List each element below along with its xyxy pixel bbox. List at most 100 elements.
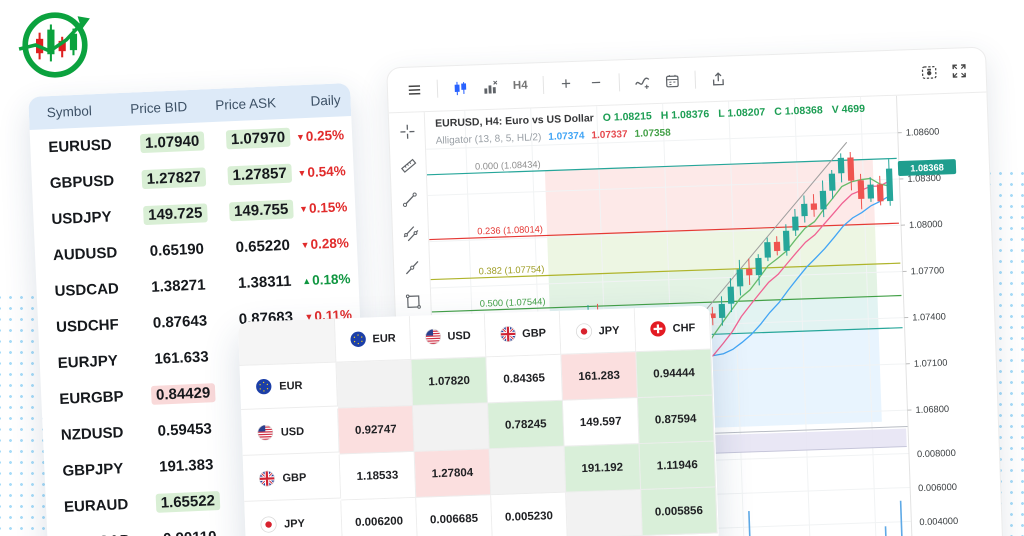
symbol-label: AUDCAD — [55, 531, 134, 536]
svg-text:0.006000: 0.006000 — [918, 482, 957, 493]
currency-code: GBP — [521, 326, 547, 340]
matrix-row-header-eur: EUR — [239, 362, 339, 410]
arrow-down-icon: ▼ — [300, 239, 310, 250]
svg-text:0.500 (1.07544): 0.500 (1.07544) — [480, 296, 546, 308]
share-button[interactable] — [704, 65, 732, 93]
svg-text:0.382 (1.07754): 0.382 (1.07754) — [479, 264, 545, 276]
trendline-tool[interactable] — [397, 187, 422, 212]
logo-candles — [36, 24, 78, 62]
currency-code: USD — [280, 425, 305, 439]
matrix-cell-usd-eur[interactable]: 0.92747 — [338, 405, 415, 455]
matrix-cell-jpy-jpy — [566, 490, 643, 536]
screenshot-button[interactable] — [915, 58, 943, 86]
trendline-icon — [402, 192, 417, 208]
daily-change: ▲0.18% — [302, 270, 351, 288]
svg-text:1.07700: 1.07700 — [910, 265, 944, 276]
objects-button[interactable] — [476, 73, 504, 101]
matrix-cell-eur-usd[interactable]: 1.07820 — [411, 357, 488, 406]
matrix-cell-gbp-jpy[interactable]: 191.192 — [564, 444, 642, 493]
bid-price: 1.07940 — [139, 130, 205, 153]
ruler-icon — [400, 158, 416, 173]
arrow-down-icon: ▼ — [297, 167, 307, 178]
calendar-icon — [665, 74, 679, 87]
currency-code: JPY — [283, 517, 306, 531]
timeframe-button[interactable]: H4 — [506, 72, 534, 100]
matrix-col-header-chf: CHF — [634, 305, 712, 353]
close-value: C 1.08368 — [774, 104, 823, 118]
daily-change: ▼0.25% — [295, 126, 345, 144]
daily-change: ▼0.15% — [298, 198, 348, 216]
rectangle-tool[interactable] — [400, 289, 425, 314]
flag-jpy-icon — [260, 516, 277, 533]
currency-code: EUR — [372, 332, 396, 345]
matrix-cell-eur-gbp[interactable]: 0.84365 — [486, 354, 563, 404]
symbol-label: USDJPY — [51, 208, 112, 228]
matrix-cell-jpy-gbp[interactable]: 0.005230 — [491, 492, 568, 536]
symbol-label: NZDUSD — [60, 423, 124, 444]
indicators-icon — [634, 77, 650, 89]
currency-code: JPY — [598, 324, 620, 337]
matrix-cell-eur-chf[interactable]: 0.94444 — [636, 349, 713, 399]
arrow-up-icon: ▲ — [302, 275, 312, 286]
matrix-cell-gbp-chf[interactable]: 1.11946 — [639, 441, 717, 491]
candlestick-chart-icon — [454, 81, 467, 95]
bid-price: 1.65522 — [155, 490, 221, 513]
matrix-cell-jpy-chf[interactable]: 0.005856 — [641, 487, 718, 536]
header-daily: Daily — [310, 92, 341, 109]
channel-icon — [403, 226, 418, 242]
crosshair-tool[interactable] — [395, 119, 420, 144]
flag-eur-icon — [256, 378, 272, 395]
indicators-button[interactable] — [628, 68, 656, 96]
economic-calendar-button[interactable] — [658, 67, 686, 95]
header-symbol: Symbol — [46, 103, 93, 121]
chart-toolbar: H4 + − — [387, 47, 987, 114]
bid-price: 0.59453 — [157, 419, 213, 440]
bid-price: 161.633 — [154, 347, 210, 368]
brand-logo — [18, 12, 90, 78]
ask-price: 1.07970 — [225, 127, 291, 149]
svg-text:0.236 (1.08014): 0.236 (1.08014) — [477, 224, 543, 236]
matrix-cell-eur-jpy[interactable]: 161.283 — [561, 352, 638, 401]
matrix-cell-usd-usd — [413, 403, 490, 452]
ray-tool[interactable] — [399, 255, 424, 280]
matrix-cell-jpy-usd[interactable]: 0.006685 — [416, 495, 493, 536]
bid-price: 191.383 — [158, 455, 214, 476]
currency-matrix-panel: EUR USD GBP JPY CHF EUR 1.07820 0.84365 161.… — [238, 305, 720, 536]
symbol-label: EURJPY — [57, 351, 119, 372]
svg-text:1.07400: 1.07400 — [912, 311, 946, 322]
toolbar-divider — [436, 79, 439, 98]
svg-text:1.06800: 1.06800 — [915, 404, 949, 415]
ruler-tool[interactable] — [396, 153, 421, 178]
symbol-label: EURAUD — [63, 495, 129, 516]
matrix-col-header-usd: USD — [409, 313, 487, 360]
matrix-cell-usd-chf[interactable]: 0.87594 — [637, 395, 715, 445]
flag-usd-icon — [257, 424, 274, 441]
zoom-out-button[interactable]: − — [582, 69, 610, 97]
menu-button[interactable] — [401, 76, 429, 104]
flag-gbp-icon — [259, 470, 275, 487]
zoom-in-button[interactable]: + — [552, 70, 580, 98]
bid-price: 149.725 — [142, 202, 208, 225]
logo-trend-arrow — [18, 22, 83, 54]
matrix-cell-usd-jpy[interactable]: 149.597 — [562, 398, 640, 447]
svg-text:0.008000: 0.008000 — [917, 448, 956, 459]
currency-code: CHF — [672, 321, 696, 335]
bid-price: 0.84429 — [150, 382, 216, 405]
matrix-cell-usd-gbp[interactable]: 0.78245 — [487, 400, 565, 450]
ask-price: 0.65220 — [235, 236, 291, 256]
matrix-cell-gbp-usd[interactable]: 1.27804 — [414, 449, 492, 498]
low-value: L 1.08207 — [718, 106, 766, 120]
svg-text:1.08300: 1.08300 — [907, 173, 941, 184]
ask-price: 1.38311 — [237, 272, 292, 292]
channel-tool[interactable] — [398, 221, 423, 246]
arrow-down-icon: ▼ — [298, 203, 309, 214]
symbol-label: USDCAD — [54, 279, 120, 300]
matrix-cell-jpy-eur[interactable]: 0.006200 — [341, 497, 418, 536]
matrix-cell-gbp-eur[interactable]: 1.18533 — [339, 451, 417, 501]
chart-type-button[interactable] — [446, 74, 474, 102]
toolbar-divider — [542, 75, 544, 95]
symbol-label: GBPUSD — [49, 171, 115, 192]
bar-chart-icon — [484, 80, 498, 94]
svg-text:1.08000: 1.08000 — [909, 219, 943, 230]
fullscreen-button[interactable] — [945, 57, 973, 85]
